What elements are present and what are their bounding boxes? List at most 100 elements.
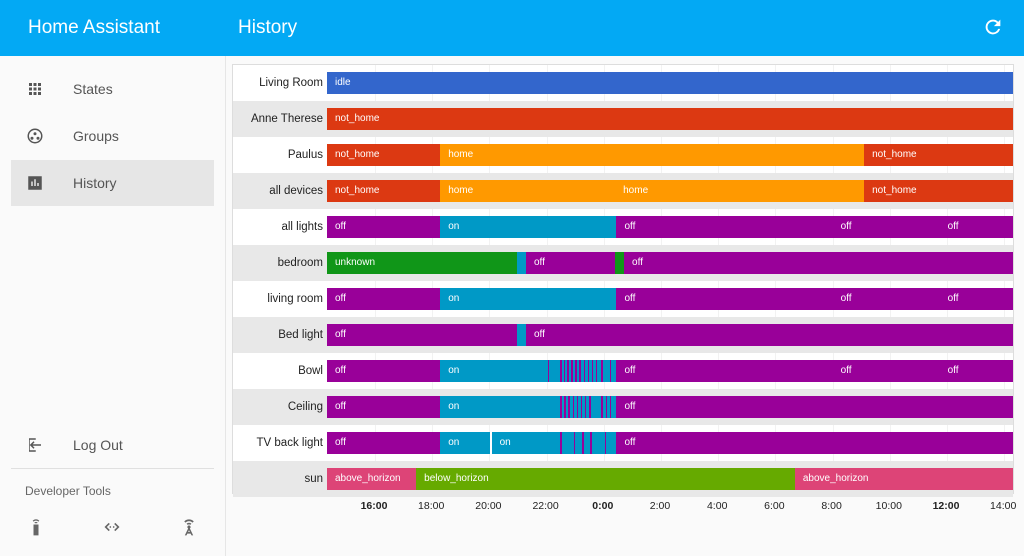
row-bar-area: off on off [327,396,1013,418]
state-segment[interactable]: not_home [864,180,1013,202]
row-bar-area: not_home home home not_home [327,180,1013,202]
row-label: sun [304,473,323,485]
state-segment[interactable]: off [616,216,833,238]
nav-item-states[interactable]: States [11,66,214,112]
state-change-tick [589,396,591,418]
axis-tick-label: 8:00 [821,500,842,512]
state-segment[interactable]: home [440,144,865,166]
state-change-tick [587,360,590,382]
refresh-icon[interactable] [982,16,1004,38]
code-icon[interactable] [101,516,123,538]
state-segment[interactable]: off [939,360,1013,382]
developer-tools-title: Developer Tools [25,484,111,498]
state-segment[interactable]: off [525,324,1013,346]
state-change-tick [564,396,566,418]
state-segment[interactable]: off [327,360,441,382]
page-title: History [238,17,298,38]
state-segment[interactable]: off [832,216,940,238]
nav-label-history: History [73,175,117,191]
state-segment[interactable]: off [616,288,833,310]
state-change-tick [568,396,570,418]
state-change-tick [560,360,562,382]
axis-tick-label: 18:00 [418,500,445,512]
row-label: Paulus [287,149,323,161]
timeline-row: Ceiling off on off [233,389,1013,425]
state-segment[interactable]: on [440,288,617,310]
row-bar-area: not_home home not_home [327,144,1013,166]
row-bar-area: off on on off [327,432,1013,454]
history-timeline: Living Room idle Anne Therese not_home Paulu… [232,64,1014,497]
state-segment[interactable]: not_home [864,144,1013,166]
remote-icon[interactable] [25,516,47,538]
state-change-tick [604,432,607,454]
state-segment[interactable]: not_home [327,180,441,202]
axis-tick-label: 16:00 [360,500,388,512]
state-change-tick [609,396,612,418]
state-change-tick [567,360,569,382]
state-segment[interactable]: off [832,360,940,382]
state-segment[interactable]: off [616,432,1013,454]
state-segment[interactable]: not_home [327,144,441,166]
state-change-tick [601,360,603,382]
state-segment[interactable]: on [440,432,491,454]
row-label: all devices [269,185,323,197]
state-change-tick [591,360,594,382]
state-segment[interactable]: on [440,360,617,382]
antenna-icon[interactable] [178,516,200,538]
state-segment[interactable]: off [525,252,616,274]
timeline-row: Bed light off off [233,317,1013,353]
state-change-tick [601,396,603,418]
axis-tick-label: 6:00 [764,500,785,512]
nav-item-logout[interactable]: Log Out [11,422,214,468]
state-segment[interactable]: off [939,216,1013,238]
state-change-tick [571,360,573,382]
state-change-tick [590,432,592,454]
state-segment[interactable]: off [624,252,1013,274]
row-bar-area: not_home [327,108,1013,130]
state-segment[interactable]: off [327,396,441,418]
state-change-tick [579,360,581,382]
state-change-tick [580,396,583,418]
state-change-tick [575,360,577,382]
logout-icon [25,435,45,455]
nav-item-groups[interactable]: Groups [11,113,214,159]
state-segment[interactable]: on [440,396,617,418]
row-bar-area: off on off off off [327,360,1013,382]
axis-tick-label: 20:00 [475,500,502,512]
state-segment[interactable]: above_horizon [794,468,1013,490]
state-segment[interactable]: below_horizon [416,468,795,490]
timeline-row: all lights off on off off off [233,209,1013,245]
state-segment[interactable]: home [440,180,616,202]
nav-item-history[interactable]: History [11,160,214,206]
state-segment[interactable]: on [440,216,617,238]
state-change-tick [584,396,587,418]
state-segment[interactable] [517,252,526,274]
state-segment[interactable]: on [491,432,617,454]
timeline-row: sun above_horizon below_horizon above_horiz… [233,461,1013,497]
sidebar: States Groups History Log Out Developer … [0,56,226,556]
state-segment[interactable]: off [327,324,518,346]
state-segment[interactable] [517,324,526,346]
state-change-tick [560,396,562,418]
timeline-row: living room off on off off off [233,281,1013,317]
groups-icon [25,126,45,146]
state-segment[interactable]: off [327,432,441,454]
timeline-row: TV back light off on on off [233,425,1013,461]
state-segment[interactable]: idle [327,72,1013,94]
state-segment[interactable]: home [615,180,865,202]
state-segment[interactable]: off [327,216,441,238]
state-change-tick [609,360,612,382]
state-segment[interactable]: off [616,360,833,382]
row-bar-area: unknown off off [327,252,1013,274]
state-segment[interactable]: off [939,288,1013,310]
state-segment[interactable]: off [616,396,1013,418]
state-segment[interactable]: above_horizon [327,468,417,490]
state-segment[interactable]: not_home [327,108,1013,130]
axis-tick-label: 0:00 [592,500,614,512]
time-axis: 16:00 18:00 20:00 22:00 0:00 2:00 4:00 6:00 8:00… [326,500,1017,520]
state-segment[interactable]: unknown [327,252,518,274]
state-segment[interactable]: off [327,288,441,310]
state-segment[interactable] [615,252,625,274]
state-segment[interactable]: off [832,288,940,310]
nav-label-groups: Groups [73,128,119,144]
